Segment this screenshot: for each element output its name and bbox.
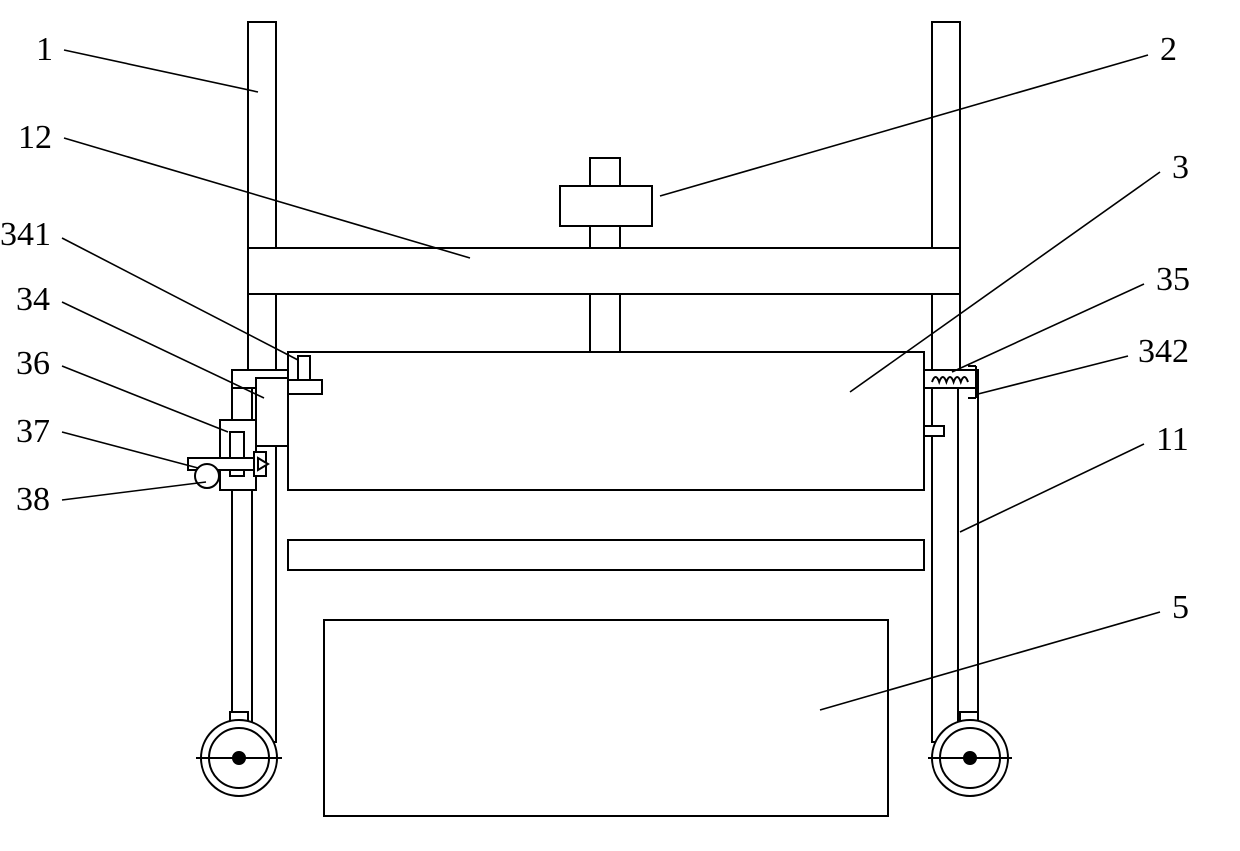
leader-1 (64, 50, 258, 92)
label-36: 36 (16, 345, 50, 382)
leader-34 (62, 302, 264, 398)
label-342: 342 (1138, 333, 1189, 370)
label-5: 5 (1172, 589, 1189, 626)
label-3: 3 (1172, 149, 1189, 186)
part-341-base (288, 380, 322, 394)
part-341-tab (298, 356, 310, 382)
label-11: 11 (1156, 421, 1189, 458)
part-34-block (256, 378, 288, 446)
stub-right (924, 426, 944, 436)
label-38: 38 (16, 481, 50, 518)
part-12-stem (590, 294, 620, 354)
leader-37 (62, 432, 198, 468)
leader-2 (660, 55, 1148, 196)
part-38-disc (195, 464, 219, 488)
leader-38 (62, 482, 206, 500)
label-35: 35 (1156, 261, 1190, 298)
label-12: 12 (18, 119, 52, 156)
label-37: 37 (16, 413, 50, 450)
leader-11 (960, 444, 1144, 532)
label-341: 341 (0, 216, 51, 253)
label-1: 1 (36, 31, 53, 68)
part-11-hanger-right-top (924, 370, 978, 388)
leader-342 (978, 356, 1128, 394)
part-5-bottom-box (324, 620, 888, 816)
lower-bar (288, 540, 924, 570)
part-12-crossbar (248, 248, 960, 294)
leader-36 (62, 366, 228, 432)
part-3-main-box (288, 352, 924, 490)
label-2: 2 (1160, 31, 1177, 68)
part-2-cap (560, 186, 652, 226)
label-34: 34 (16, 281, 50, 318)
